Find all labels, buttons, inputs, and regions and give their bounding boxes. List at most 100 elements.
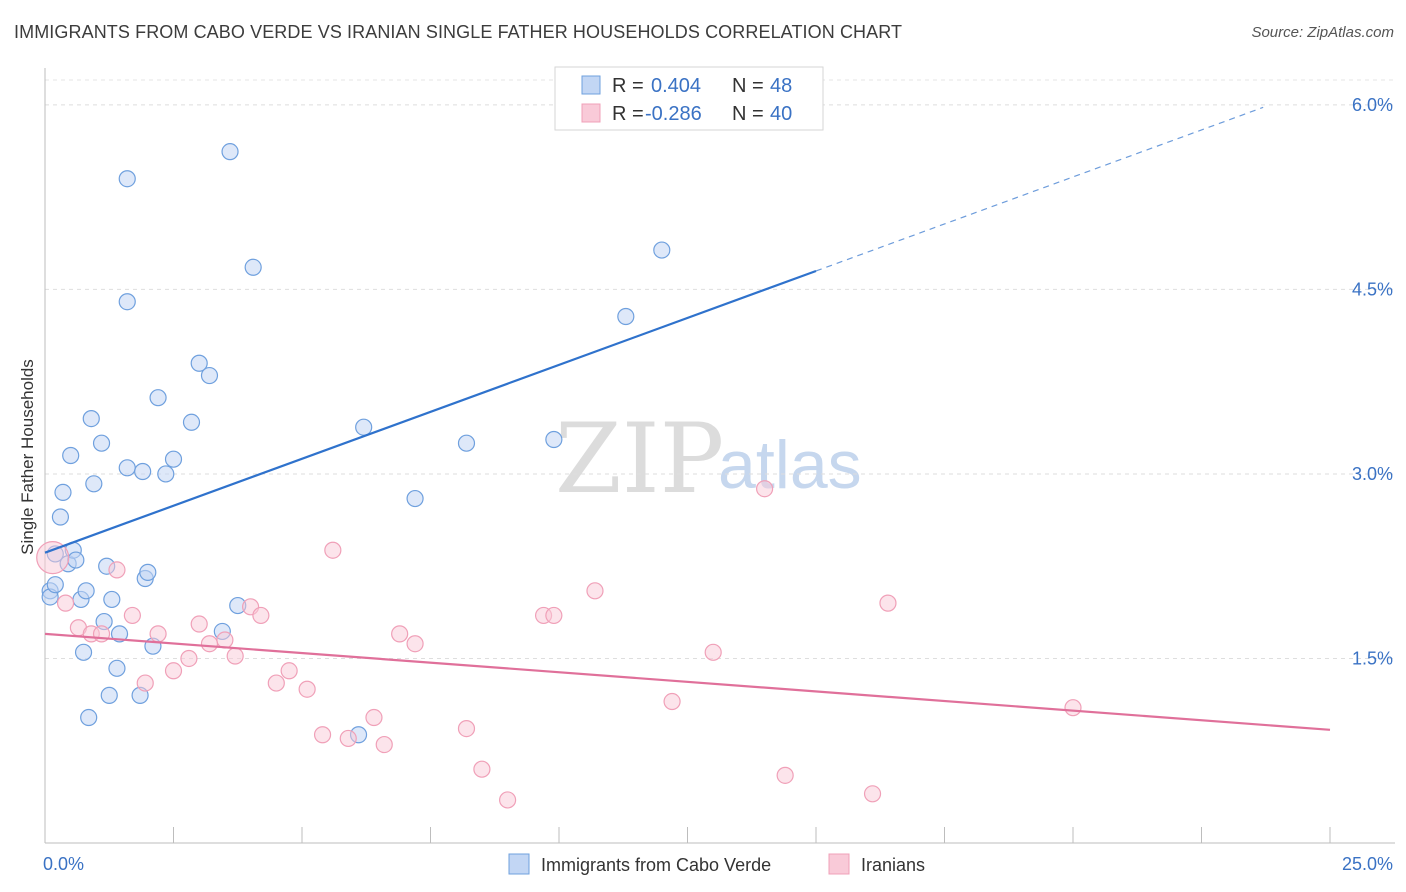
data-point-iranians xyxy=(226,647,244,665)
data-point-cabo-verde xyxy=(457,434,476,452)
data-point-iranians xyxy=(457,719,476,738)
data-point-cabo-verde xyxy=(157,465,175,483)
x-tick-label-min: 0.0% xyxy=(43,854,84,874)
data-point-cabo-verde xyxy=(92,434,111,452)
data-point-iranians xyxy=(190,615,208,633)
stats-legend-n-value-1: 48 xyxy=(770,75,792,97)
legend-label-cabo-verde: Immigrants from Cabo Verde xyxy=(541,855,771,875)
data-point-iranians xyxy=(776,766,794,784)
grid-lines xyxy=(45,79,1395,659)
legend-label-iranians: Iranians xyxy=(861,855,925,875)
data-point-iranians xyxy=(216,631,234,649)
data-point-cabo-verde xyxy=(653,241,671,259)
y-tick-label: 3.0% xyxy=(1352,464,1393,484)
data-point-cabo-verde xyxy=(545,430,563,449)
data-point-cabo-verde xyxy=(118,293,136,311)
watermark: ZIP atlas xyxy=(555,403,862,515)
data-point-cabo-verde xyxy=(134,462,152,481)
data-point-cabo-verde xyxy=(54,483,72,502)
data-point-iranians xyxy=(365,708,383,727)
stats-legend-swatch-cabo-verde xyxy=(581,75,601,95)
data-point-cabo-verde xyxy=(244,258,262,276)
trend-line-iranians xyxy=(44,632,1331,731)
data-point-cabo-verde xyxy=(221,143,239,161)
data-point-iranians xyxy=(180,649,198,668)
data-point-cabo-verde xyxy=(85,475,103,493)
stats-legend-r-label-1: R = xyxy=(612,75,644,97)
legend-swatch-cabo-verde xyxy=(508,853,530,875)
data-point-iranians xyxy=(663,692,681,711)
y-tick-label: 4.5% xyxy=(1352,279,1393,299)
data-point-cabo-verde xyxy=(164,450,183,468)
trend-line-cabo-verde-extension xyxy=(815,106,1264,272)
data-point-cabo-verde xyxy=(406,489,424,508)
data-point-cabo-verde xyxy=(617,307,635,326)
watermark-zip: ZIP xyxy=(555,403,724,515)
data-point-iranians xyxy=(280,662,298,680)
watermark-atlas: atlas xyxy=(718,427,862,503)
data-point-iranians xyxy=(123,606,141,625)
data-point-iranians xyxy=(298,680,316,698)
chart-title: IMMIGRANTS FROM CABO VERDE VS IRANIAN SI… xyxy=(14,22,903,42)
stats-legend-r-value-2: -0.286 xyxy=(645,103,702,125)
x-tick-label-max: 25.0% xyxy=(1342,854,1393,874)
y-tick-label: 1.5% xyxy=(1352,648,1393,668)
data-point-cabo-verde xyxy=(77,582,95,600)
axes xyxy=(44,68,1395,844)
bottom-legend: Immigrants from Cabo Verde Iranians xyxy=(508,853,925,875)
data-point-iranians xyxy=(324,541,342,559)
data-point-iranians xyxy=(375,735,393,754)
data-point-iranians xyxy=(406,635,424,653)
stats-legend-n-label-1: N = xyxy=(732,75,764,97)
data-point-iranians xyxy=(863,785,882,803)
data-point-iranians xyxy=(36,541,70,575)
data-point-iranians xyxy=(200,635,219,653)
trend-line-cabo-verde xyxy=(44,269,817,554)
data-point-cabo-verde xyxy=(51,508,70,526)
data-point-cabo-verde xyxy=(46,576,64,594)
data-point-cabo-verde xyxy=(110,625,129,643)
stats-legend-r-value-1: 0.404 xyxy=(651,75,701,97)
data-point-cabo-verde xyxy=(118,459,136,477)
data-point-iranians xyxy=(704,643,722,661)
data-point-cabo-verde xyxy=(118,170,136,188)
data-point-iranians xyxy=(252,606,270,625)
data-point-iranians xyxy=(108,561,126,579)
data-point-iranians xyxy=(1064,699,1082,717)
stats-legend-n-label-2: N = xyxy=(732,103,764,125)
chart-source: Source: ZipAtlas.com xyxy=(1251,24,1394,41)
data-point-cabo-verde xyxy=(80,708,98,727)
data-point-cabo-verde xyxy=(74,643,93,661)
data-point-iranians xyxy=(473,760,491,778)
stats-legend-n-value-2: 40 xyxy=(770,103,792,125)
data-point-cabo-verde xyxy=(182,413,201,431)
data-point-cabo-verde xyxy=(200,366,219,385)
y-axis-tick-labels: 1.5% 3.0% 4.5% 6.0% xyxy=(1352,95,1393,669)
data-point-iranians xyxy=(149,625,167,643)
stats-legend-r-label-2: R = xyxy=(612,103,644,125)
data-point-cabo-verde xyxy=(139,563,157,581)
series-iranians-points xyxy=(36,480,1082,809)
data-point-iranians xyxy=(755,480,774,498)
stats-legend: R = 0.404 N = 48 R = -0.286 N = 40 xyxy=(554,66,824,131)
x-axis-ticks xyxy=(44,827,1331,843)
legend-swatch-iranians xyxy=(828,853,850,875)
y-tick-label: 6.0% xyxy=(1352,95,1393,115)
y-axis-title: Single Father Households xyxy=(18,359,37,555)
data-point-cabo-verde xyxy=(67,551,85,569)
data-point-cabo-verde xyxy=(108,659,126,677)
data-point-iranians xyxy=(586,582,604,600)
data-point-iranians xyxy=(391,625,409,643)
data-point-iranians xyxy=(136,674,154,692)
data-point-cabo-verde xyxy=(62,446,80,465)
data-point-cabo-verde xyxy=(100,686,118,704)
stats-legend-swatch-iranians xyxy=(581,103,601,123)
data-point-iranians xyxy=(56,594,75,612)
data-point-cabo-verde xyxy=(149,389,167,407)
data-point-iranians xyxy=(164,662,183,680)
data-point-iranians xyxy=(545,606,563,625)
data-point-cabo-verde xyxy=(82,409,100,428)
data-point-cabo-verde xyxy=(355,418,373,436)
data-point-iranians xyxy=(313,726,332,744)
